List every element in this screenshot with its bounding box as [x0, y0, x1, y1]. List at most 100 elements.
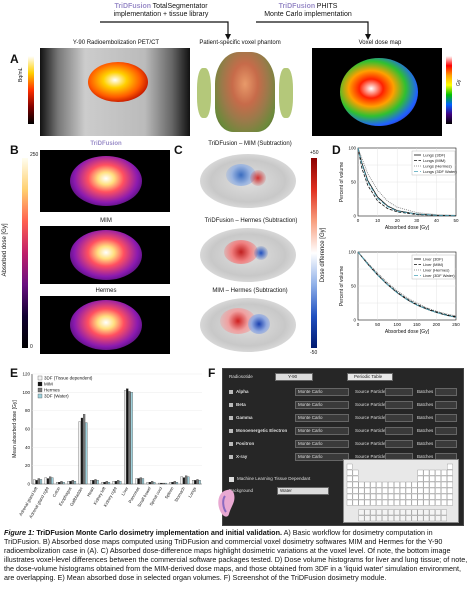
panel-c-cbar-max: +50: [310, 150, 319, 156]
particle-name: Positron: [236, 441, 255, 446]
bar: [182, 477, 186, 485]
element-cell: [441, 515, 447, 522]
element-cell: [405, 481, 412, 488]
particle-checkbox[interactable]: [229, 390, 233, 394]
y-tick-label: 40: [25, 445, 31, 450]
source-particles-input[interactable]: [385, 388, 413, 396]
background-select[interactable]: Water: [277, 487, 329, 495]
element-cell: [394, 487, 400, 494]
source-particles-input[interactable]: [385, 414, 413, 422]
bar: [46, 478, 50, 485]
element-cell: [429, 493, 436, 500]
element-cell: [382, 493, 388, 500]
batches-input[interactable]: [435, 440, 457, 448]
y-tick-label: 100: [22, 390, 30, 395]
element-cell: [405, 493, 412, 500]
header-left-tool: TotalSegmentator: [152, 3, 208, 10]
element-cell: [376, 515, 382, 522]
method-select[interactable]: Monte Carlo: [295, 440, 349, 448]
method-select[interactable]: Monte Carlo: [295, 401, 349, 409]
element-cell: [417, 509, 424, 516]
element-cell: [417, 515, 424, 522]
method-select[interactable]: Monte Carlo: [295, 388, 349, 396]
periodic-table-button[interactable]: Periodic Table: [347, 373, 393, 381]
batches-label: Batches: [417, 428, 434, 433]
particle-checkbox[interactable]: [229, 429, 233, 433]
element-cell: [423, 499, 430, 506]
particle-checkbox[interactable]: [229, 416, 233, 420]
batches-input[interactable]: [435, 427, 457, 435]
legend-swatch: [37, 393, 43, 399]
element-cell: [423, 475, 430, 482]
particle-checkbox[interactable]: [229, 442, 233, 446]
figure-caption: Figure 1: TriDFusion Monte Carlo dosimet…: [4, 528, 470, 582]
bar: [49, 476, 52, 485]
bar: [69, 481, 72, 485]
particle-checkbox[interactable]: [229, 455, 233, 459]
particle-name: Alpha: [236, 389, 249, 394]
element-cell: [447, 475, 453, 482]
source-particles-input[interactable]: [385, 440, 413, 448]
element-cell: [346, 469, 353, 476]
element-cell: [399, 493, 406, 500]
method-select[interactable]: Monte Carlo: [295, 414, 349, 422]
batches-input[interactable]: [435, 388, 457, 396]
panel-a-left-label: Y-90 Radioembolization PET/CT: [72, 40, 160, 46]
element-cell: [358, 509, 365, 516]
legend-label: 3DF (Water): [44, 394, 69, 399]
radioisotope-input[interactable]: Y-90: [275, 373, 313, 381]
method-select[interactable]: Monte Carlo: [295, 427, 349, 435]
batches-input[interactable]: [435, 401, 457, 409]
panel-a-letter: A: [10, 52, 19, 66]
element-cell: [441, 469, 447, 476]
source-particles-input[interactable]: [385, 427, 413, 435]
batches-label: Batches: [417, 454, 434, 459]
dosimetry-module-window: Radiosotide Y-90 Periodic Table Alpha Mo…: [222, 368, 464, 526]
element-cell: [411, 515, 418, 522]
element-cell: [399, 481, 406, 488]
panel-b-letter: B: [10, 143, 19, 157]
element-cell: [370, 481, 377, 488]
element-cell: [435, 475, 441, 482]
radioisotope-label: Radiosotide: [229, 374, 253, 379]
bar: [137, 478, 140, 485]
bar: [107, 482, 111, 485]
tridfusion-logo-icon: [218, 489, 235, 517]
element-cell: [441, 509, 447, 516]
category-label: Liver: [120, 485, 129, 496]
method-select[interactable]: Monte Carlo: [295, 453, 349, 461]
caption-title: TriDFusion Monte Carlo dosimetry impleme…: [36, 528, 282, 537]
dvh-lungs-chart: 0 10 20 30 40 50 0 50 100 Absorbed dose [Gy] Perce…: [339, 146, 459, 232]
x-tick-label: 100: [393, 322, 401, 327]
method-value: Monte Carlo: [298, 428, 323, 433]
bar: [90, 480, 93, 485]
element-cell: [376, 509, 382, 516]
pet-hotspot: [88, 62, 148, 102]
bar: [105, 481, 108, 485]
element-cell: [435, 493, 441, 500]
element-cell: [364, 515, 371, 522]
source-particles-label: Source Particles: [355, 441, 388, 446]
source-particles-input[interactable]: [385, 401, 413, 409]
bar: [187, 476, 190, 485]
bar: [92, 480, 95, 485]
panel-c-cbar-label: Dose difference [Gy]: [320, 227, 326, 283]
element-cell: [423, 481, 430, 488]
panel-b-cbar-label: Absorbed dose [Gy]: [2, 223, 8, 277]
element-cell: [429, 469, 436, 476]
element-cell: [447, 481, 453, 488]
element-cell: [382, 499, 388, 506]
element-cell: [417, 475, 424, 482]
element-cell: [358, 499, 365, 506]
element-cell: [388, 509, 394, 516]
element-cell: [382, 487, 388, 494]
batches-input[interactable]: [435, 414, 457, 422]
legend-label: Lungs (MIM): [423, 158, 446, 163]
ml-tissue-checkbox[interactable]: [229, 477, 234, 482]
header-left: TriDFusion TotalSegmentator implementati…: [96, 3, 226, 19]
source-particles-label: Source Particles: [355, 402, 388, 407]
element-cell: [411, 493, 418, 500]
legend-swatch: [37, 375, 43, 381]
particle-checkbox[interactable]: [229, 403, 233, 407]
